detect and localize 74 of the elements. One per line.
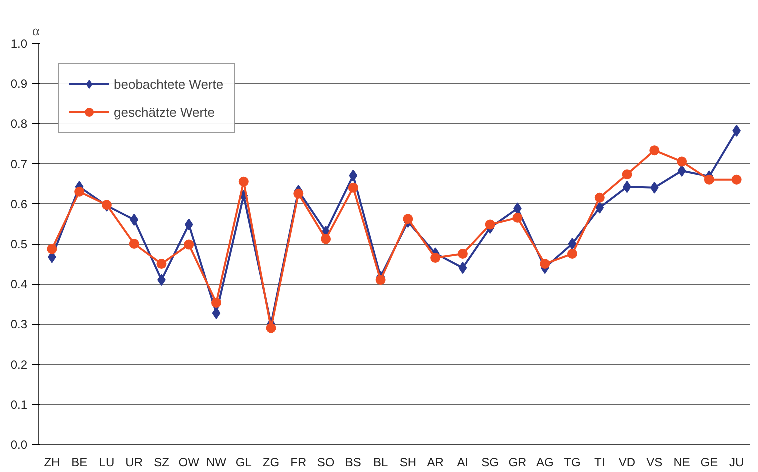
point	[732, 174, 742, 185]
y-tick-label: 0.0	[10, 438, 28, 452]
legend-label: geschätzte Werte	[114, 104, 215, 120]
y-tick-label: 0.4	[10, 278, 28, 292]
point	[184, 218, 194, 231]
x-tick-label: NW	[206, 456, 228, 470]
x-tick-label: SO	[317, 456, 335, 470]
x-tick-label: NE	[674, 456, 690, 470]
point	[156, 259, 167, 270]
x-tick-label: ZG	[262, 456, 280, 470]
x-tick-label: SG	[482, 456, 500, 470]
point	[349, 170, 358, 182]
y-tick-label: 1.0	[10, 37, 28, 51]
x-tick-label: GE	[700, 456, 718, 470]
x-tick-label: VS	[646, 456, 663, 470]
point	[677, 156, 688, 167]
legend-label: beobachtete Werte	[114, 76, 224, 92]
x-tick-label: VD	[618, 456, 636, 470]
x-tick-label: FR	[290, 456, 307, 470]
point	[704, 174, 714, 185]
x-tick-label: AI	[457, 456, 469, 470]
point	[212, 298, 222, 308]
x-tick-label: LU	[99, 456, 115, 470]
y-tick-label: 0.6	[10, 197, 28, 212]
point	[212, 307, 221, 320]
point	[74, 186, 85, 197]
x-tick-label: TI	[594, 456, 606, 470]
y-tick-label: 0.1	[10, 398, 28, 412]
point	[184, 240, 194, 250]
point	[594, 192, 605, 203]
x-tick-label: UR	[126, 456, 144, 470]
point	[568, 249, 578, 260]
point	[238, 176, 249, 187]
point	[321, 234, 332, 244]
point	[650, 182, 659, 194]
y-tick-label: 0.2	[10, 358, 28, 372]
x-tick-label: AR	[427, 456, 444, 470]
point	[485, 220, 496, 230]
point	[266, 323, 276, 334]
x-tick-label: SH	[400, 456, 417, 470]
point	[376, 275, 386, 286]
x-tick-label: ZH	[44, 456, 60, 470]
point	[294, 188, 304, 199]
point	[622, 170, 632, 180]
point	[568, 238, 577, 250]
x-tick-label: SZ	[154, 456, 170, 470]
point	[129, 239, 140, 249]
x-tick-label: JU	[729, 456, 744, 470]
x-tick-label: OW	[178, 456, 200, 470]
y-tick-label: 0.9	[10, 77, 28, 92]
point	[596, 202, 604, 214]
point	[540, 259, 550, 270]
x-tick-label: AG	[536, 456, 554, 470]
point	[458, 262, 468, 274]
y-tick-label: 0.5	[10, 238, 28, 252]
point	[403, 214, 414, 224]
point	[430, 253, 441, 264]
point	[130, 214, 139, 226]
y-tick-label: 0.8	[10, 117, 28, 132]
y-tick-label: 0.7	[10, 157, 28, 172]
x-tick-label: BE	[72, 456, 88, 470]
point	[348, 182, 358, 193]
point	[650, 146, 660, 156]
y-tick-label: 0.3	[10, 318, 28, 332]
x-tick-label: GR	[508, 456, 528, 470]
x-tick-label: TG	[564, 456, 581, 470]
x-tick-label: BL	[373, 456, 388, 470]
point	[512, 212, 523, 223]
point	[47, 244, 58, 254]
x-tick-label: GL	[236, 456, 252, 470]
y-axis-title: α	[32, 24, 40, 40]
point	[678, 165, 686, 178]
point	[458, 249, 468, 260]
x-tick-label: BS	[345, 456, 362, 470]
